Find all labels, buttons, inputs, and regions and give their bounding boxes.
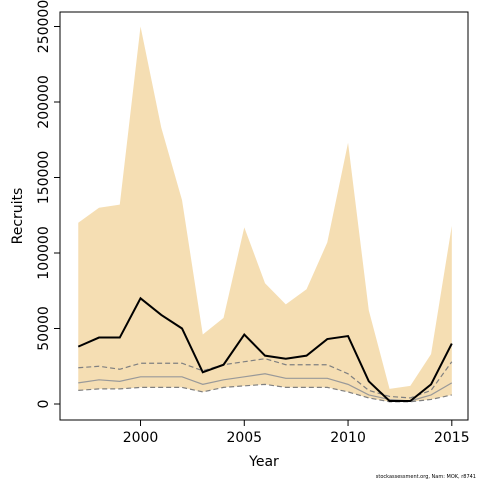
y-tick-label: 200000 — [36, 75, 52, 128]
y-tick-label: 250000 — [36, 0, 52, 53]
x-tick-label: 2000 — [123, 430, 159, 446]
x-tick-label: 2010 — [330, 430, 366, 446]
y-tick-label: 100000 — [36, 226, 52, 279]
footer: stockassessment.org, Nam: MOK, r8741 — [376, 474, 476, 480]
series-line — [78, 373, 453, 402]
confidence-band — [78, 26, 452, 402]
x-tick-label: 2015 — [434, 430, 470, 446]
y-tick-label: 50000 — [36, 306, 52, 351]
plot-frame — [59, 11, 469, 421]
x-axis-label: Year — [248, 454, 279, 470]
series-line — [77, 296, 453, 402]
series-line — [78, 358, 453, 399]
y-axis-label: Recruits — [10, 188, 26, 245]
y-tick-label: 150000 — [36, 151, 52, 204]
x-tick-label: 2005 — [226, 430, 262, 446]
y-tick-label: 0 — [36, 400, 52, 409]
